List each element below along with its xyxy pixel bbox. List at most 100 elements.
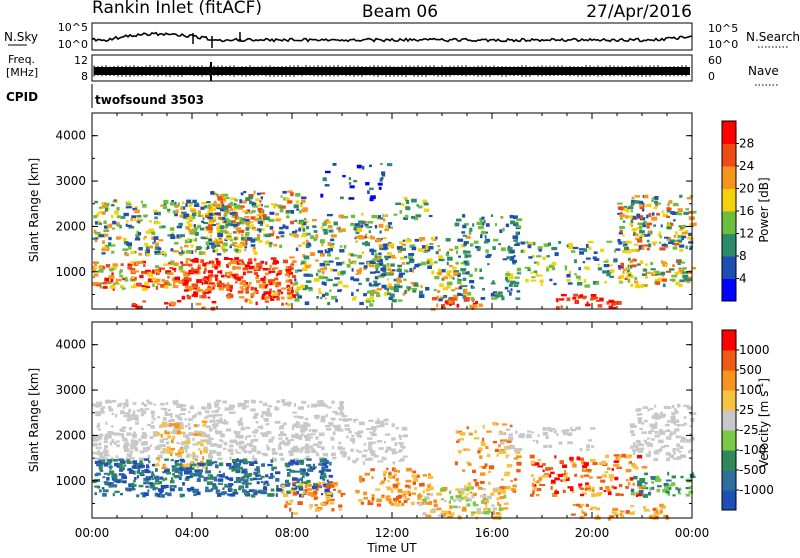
power-cell [423, 202, 429, 206]
power-cell [327, 213, 333, 217]
freq-right-tick-top: 60 [708, 54, 722, 67]
power-cell [143, 214, 148, 217]
velocity-cell [625, 486, 629, 489]
power-cell [374, 257, 380, 261]
power-cell [457, 238, 464, 242]
velocity-cell [621, 453, 627, 458]
velocity-cell [164, 484, 169, 489]
power-cell [437, 248, 441, 252]
velocity-cell [455, 430, 458, 433]
velocity-cell [615, 493, 621, 496]
power-cell [269, 281, 274, 286]
power-cell [222, 248, 228, 252]
power-cell [513, 281, 520, 285]
velocity-cell [314, 508, 321, 512]
power-cell [666, 215, 670, 218]
power-cell [525, 278, 529, 283]
noise-right-tick-bottom: 10^0 [708, 38, 738, 51]
power-cell [603, 270, 608, 274]
velocity-cell [246, 482, 252, 485]
power-cell [316, 296, 319, 299]
velocity-cell [177, 467, 181, 471]
power-cell [442, 287, 448, 291]
power-cell [642, 207, 645, 212]
velocity-cell [190, 489, 195, 492]
velocity-cell [526, 433, 532, 437]
velocity-cell [595, 507, 600, 511]
power-cell [659, 235, 662, 239]
power-cell [201, 281, 204, 285]
power-cell [249, 200, 252, 205]
velocity-cell [563, 431, 567, 436]
power-cell [129, 261, 135, 265]
velocity-cell [98, 442, 102, 446]
velocity-cell [158, 458, 161, 462]
power-cell [416, 204, 420, 207]
power-cell [255, 276, 259, 280]
power-cell [501, 296, 505, 301]
power-cell [630, 219, 634, 224]
velocity-cell [313, 483, 319, 487]
power-cell [387, 268, 392, 271]
power-cell [170, 227, 175, 231]
power-cell [546, 267, 550, 272]
velocity-cell [146, 466, 150, 469]
power-cell [458, 286, 463, 290]
power-cell [318, 275, 325, 280]
velocity-cell [328, 493, 334, 498]
velocity-cell [135, 417, 139, 422]
velocity-cell [239, 418, 243, 422]
velocity-cell [202, 462, 207, 466]
power-cell [349, 185, 355, 189]
power-cell [225, 274, 228, 277]
velocity-cell [554, 455, 557, 459]
power-cell [366, 226, 373, 229]
velocity-cell [138, 457, 144, 460]
power-cell [638, 245, 644, 250]
power-cell [593, 251, 598, 254]
power-cell [322, 228, 328, 232]
velocity-cell [222, 400, 227, 404]
velocity-cell [197, 411, 202, 416]
power-cell [472, 223, 475, 227]
power-cell [480, 234, 483, 239]
velocity-cell [155, 468, 158, 472]
power-cell [195, 302, 202, 306]
power-cell [234, 204, 241, 209]
power-cell [186, 221, 190, 224]
velocity-cell [358, 450, 362, 454]
power-cell [295, 192, 301, 197]
velocity-cell [611, 511, 617, 514]
power-cell [146, 246, 150, 250]
power-cell [325, 251, 331, 254]
power-cell [629, 223, 634, 226]
power-cell [448, 299, 453, 304]
velocity-cell [182, 404, 186, 407]
velocity-cell [391, 451, 396, 455]
velocity-cell [295, 432, 299, 436]
velocity-cell [508, 433, 512, 437]
power-cell [406, 262, 410, 265]
power-cell [208, 221, 213, 225]
velocity-cell [605, 454, 610, 459]
velocity-cell [170, 459, 174, 462]
velocity-cell [197, 423, 200, 427]
power-cell [203, 205, 207, 209]
velocity-cell [123, 414, 128, 418]
velocity-cell [262, 463, 265, 467]
power-cell [348, 182, 352, 185]
velocity-cell [222, 421, 227, 424]
colorbar-tick-label: 28 [739, 137, 754, 151]
power-cell [487, 263, 490, 266]
velocity-cell [139, 408, 144, 411]
power-cell [255, 301, 258, 306]
velocity-cell [319, 507, 323, 510]
velocity-cell [601, 474, 607, 478]
power-cell [131, 303, 138, 308]
power-cell [408, 256, 414, 260]
power-cell [620, 262, 625, 267]
velocity-cell [503, 494, 507, 499]
velocity-cell [350, 448, 354, 452]
power-cell [208, 274, 214, 278]
power-cell [212, 286, 215, 290]
